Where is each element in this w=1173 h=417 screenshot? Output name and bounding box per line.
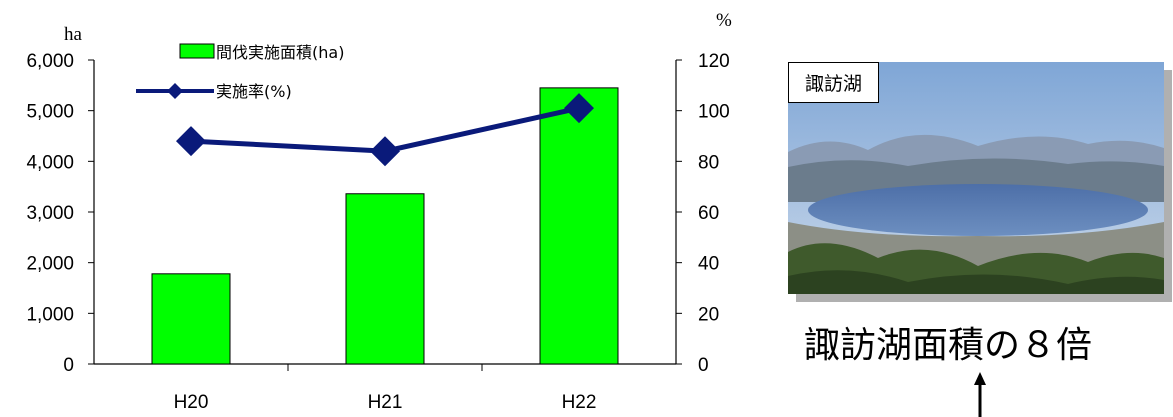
right-tick-label: 20 bbox=[698, 304, 719, 325]
x-tick-label: H22 bbox=[562, 392, 597, 413]
bar bbox=[539, 87, 619, 365]
legend: 間伐実施面積(ha) 実施率(%) bbox=[136, 43, 344, 101]
rate-point bbox=[176, 126, 206, 157]
caption: 諏訪湖面積の８倍 bbox=[804, 325, 1093, 366]
rate-point bbox=[370, 136, 400, 167]
left-tick-label: 2,000 bbox=[26, 254, 74, 275]
combo-chart: ha % 0 1,000 2,000 3,000 4,000 5,000 6,000 0 20 4… bbox=[26, 10, 732, 413]
bar bbox=[345, 193, 425, 365]
legend-line-marker bbox=[167, 83, 183, 99]
legend-bar-swatch bbox=[179, 43, 215, 59]
lake-photo-image bbox=[788, 62, 1164, 294]
left-tick-label: 4,000 bbox=[26, 152, 74, 173]
right-tick-label: 80 bbox=[698, 152, 719, 173]
photo-label: 諏訪湖 bbox=[788, 62, 880, 103]
legend-line-label: 実施率(%) bbox=[216, 82, 292, 101]
bar-series bbox=[151, 87, 619, 365]
rate-point bbox=[564, 93, 594, 124]
legend-bar-label: 間伐実施面積(ha) bbox=[216, 43, 344, 62]
x-tick-label: H21 bbox=[368, 392, 403, 413]
right-tick-label: 100 bbox=[698, 102, 730, 123]
left-tick-label: 5,000 bbox=[26, 102, 74, 123]
line-series bbox=[176, 93, 594, 167]
right-tick-label: 60 bbox=[698, 203, 719, 224]
up-arrow-icon bbox=[974, 372, 986, 417]
lake-photo: 諏訪湖 bbox=[788, 62, 1164, 294]
left-tick-label: 0 bbox=[63, 355, 74, 376]
left-tick-label: 1,000 bbox=[26, 304, 74, 325]
left-tick-label: 3,000 bbox=[26, 203, 74, 224]
x-tick-label: H20 bbox=[174, 392, 209, 413]
tick-labels: 0 1,000 2,000 3,000 4,000 5,000 6,000 0 20 40 60 80… bbox=[26, 51, 729, 413]
left-axis-unit: ha bbox=[64, 24, 83, 45]
right-axis-unit: % bbox=[716, 10, 732, 31]
bar bbox=[151, 273, 231, 365]
left-tick-label: 6,000 bbox=[26, 51, 74, 72]
right-tick-label: 0 bbox=[698, 355, 709, 376]
right-tick-label: 40 bbox=[698, 254, 719, 275]
right-tick-label: 120 bbox=[698, 51, 730, 72]
